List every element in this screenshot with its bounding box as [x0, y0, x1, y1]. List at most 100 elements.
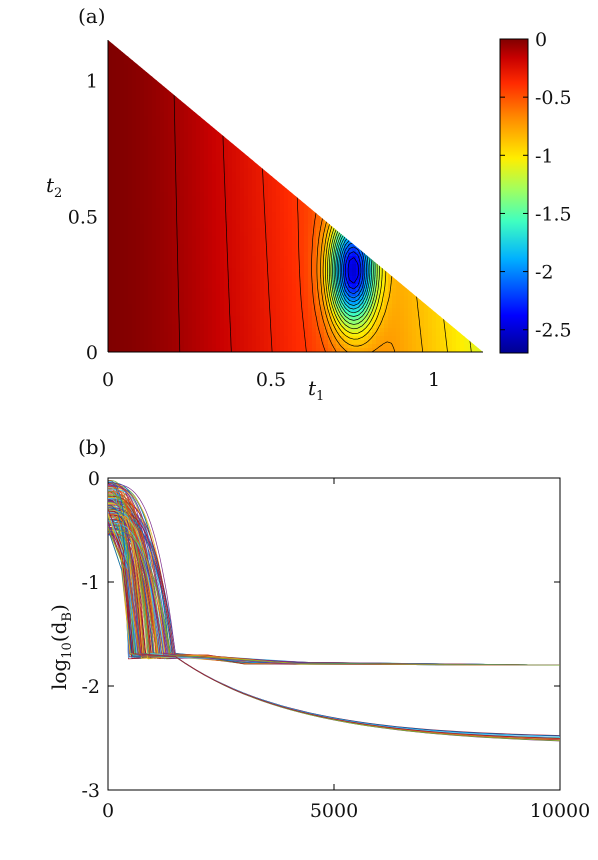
- heatmap-cell: [128, 156, 133, 161]
- heatmap-cell: [132, 340, 137, 345]
- heatmap-cell: [184, 152, 189, 157]
- heatmap-cell: [196, 112, 201, 117]
- heatmap-cell: [316, 312, 321, 317]
- heatmap-cell: [232, 320, 237, 325]
- heatmap-cell: [392, 288, 397, 293]
- heatmap-cell: [236, 292, 241, 297]
- heatmap-cell: [240, 200, 245, 205]
- heatmap-cell: [180, 132, 185, 137]
- heatmap-cell: [332, 292, 337, 297]
- heatmap-cell: [184, 164, 189, 169]
- heatmap-cell: [312, 204, 317, 209]
- heatmap-cell: [160, 248, 165, 253]
- heatmap-cell: [128, 284, 133, 289]
- heatmap-cell: [220, 320, 225, 325]
- heatmap-cell: [412, 308, 417, 313]
- heatmap-cell: [260, 324, 265, 329]
- heatmap-cell: [312, 324, 317, 329]
- heatmap-cell: [140, 212, 145, 217]
- heatmap-cell: [328, 248, 333, 253]
- heatmap-cell: [376, 268, 381, 273]
- heatmap-cell: [328, 280, 333, 285]
- heatmap-cell: [204, 304, 209, 309]
- heatmap-cell: [196, 132, 201, 137]
- heatmap-cell: [156, 168, 161, 173]
- heatmap-cell: [120, 280, 125, 285]
- heatmap-cell: [336, 264, 341, 269]
- heatmap-cell: [396, 304, 401, 309]
- heatmap-cell: [244, 344, 249, 349]
- heatmap-cell: [120, 284, 125, 289]
- heatmap-cell: [208, 272, 213, 277]
- heatmap-cell: [240, 180, 245, 185]
- heatmap-cell: [228, 228, 233, 233]
- heatmap-cell: [288, 292, 293, 297]
- heatmap-cell: [148, 244, 153, 249]
- heatmap-cell: [312, 264, 317, 269]
- heatmap-cell: [272, 176, 277, 181]
- heatmap-cell: [372, 324, 377, 329]
- heatmap-cell: [448, 328, 453, 333]
- heatmap-cell: [120, 56, 125, 61]
- heatmap-cell: [256, 324, 261, 329]
- heatmap-cell: [132, 240, 137, 245]
- heatmap-cell: [168, 300, 173, 305]
- heatmap-cell: [288, 300, 293, 305]
- heatmap-cell: [180, 160, 185, 165]
- heatmap-cell: [172, 256, 177, 261]
- heatmap-cell: [112, 108, 117, 113]
- heatmap-cell: [280, 332, 285, 337]
- heatmap-cell: [328, 324, 333, 329]
- heatmap-cell: [304, 208, 309, 213]
- heatmap-cell: [240, 348, 245, 352]
- heatmap-cell: [252, 332, 257, 337]
- heatmap-cell: [196, 148, 201, 153]
- heatmap-cell: [112, 316, 117, 321]
- heatmap-cell: [288, 312, 293, 317]
- heatmap-cell: [448, 336, 453, 341]
- heatmap-cell: [312, 336, 317, 341]
- heatmap-cell: [268, 296, 273, 301]
- heatmap-cell: [292, 200, 297, 205]
- heatmap-cell: [172, 184, 177, 189]
- heatmap-cell: [184, 220, 189, 225]
- heatmap-cell: [188, 256, 193, 261]
- heatmap-cell: [256, 252, 261, 257]
- heatmap-cell: [116, 128, 121, 133]
- heatmap-cell: [440, 312, 445, 317]
- heatmap-cell: [356, 292, 361, 297]
- heatmap-cell: [296, 248, 301, 253]
- heatmap-cell: [176, 252, 181, 257]
- heatmap-cell: [292, 212, 297, 217]
- heatmap-cell: [360, 252, 365, 257]
- heatmap-cell: [288, 272, 293, 277]
- heatmap-cell: [416, 336, 421, 341]
- heatmap-cell: [128, 84, 133, 89]
- heatmap-cell: [200, 292, 205, 297]
- heatmap-cell: [168, 200, 173, 205]
- heatmap-cell: [280, 320, 285, 325]
- heatmap-cell: [180, 232, 185, 237]
- heatmap-cell: [124, 76, 129, 81]
- heatmap-cell: [200, 176, 205, 181]
- heatmap-cell: [124, 52, 129, 57]
- heatmap-cell: [108, 344, 113, 349]
- heatmap-cell: [388, 280, 393, 285]
- heatmap-cell: [172, 200, 177, 205]
- heatmap-cell: [176, 124, 181, 129]
- heatmap-cell: [188, 264, 193, 269]
- heatmap-cell: [280, 232, 285, 237]
- heatmap-cell: [140, 344, 145, 349]
- heatmap-cell: [140, 88, 145, 93]
- heatmap-cell: [204, 176, 209, 181]
- heatmap-cell: [188, 140, 193, 145]
- heatmap-cell: [224, 140, 229, 145]
- heatmap-cell: [232, 176, 237, 181]
- heatmap-cell: [344, 240, 349, 245]
- heatmap-cell: [368, 304, 373, 309]
- heatmap-cell: [224, 236, 229, 241]
- heatmap-cell: [236, 204, 241, 209]
- heatmap-cell: [152, 224, 157, 229]
- heatmap-cell: [300, 332, 305, 337]
- heatmap-cell: [192, 212, 197, 217]
